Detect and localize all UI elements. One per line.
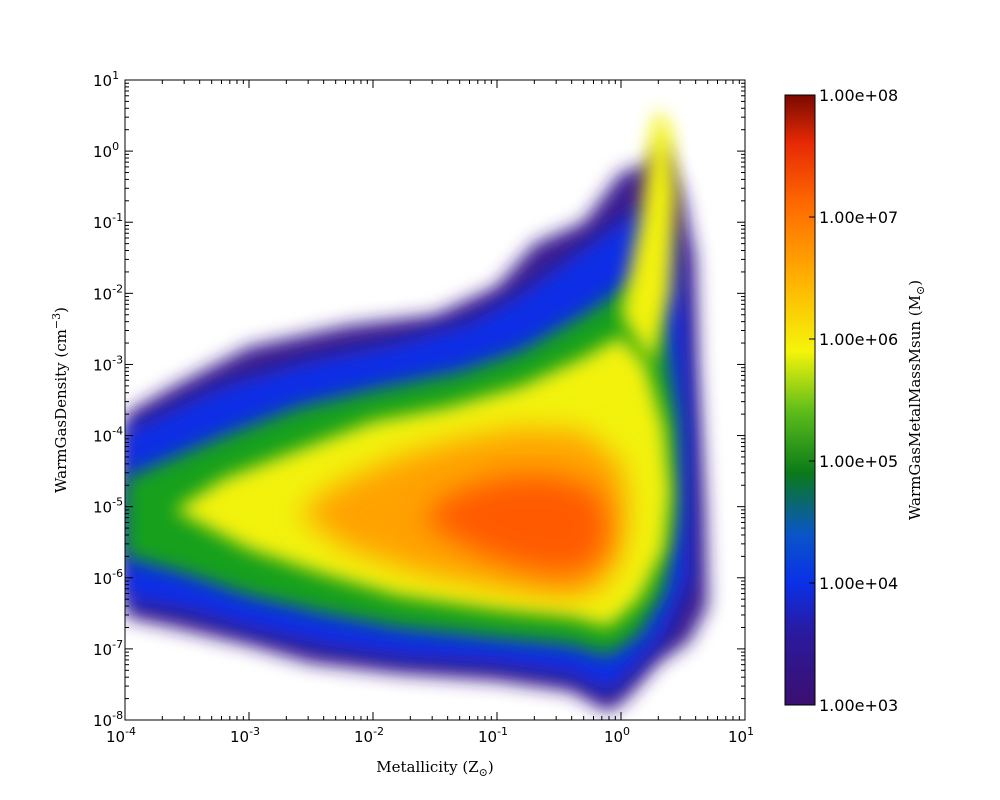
x-axis-label: Metallicity (Z⊙): [376, 758, 493, 779]
y-tick-label: 10-2: [93, 282, 123, 303]
x-tick-label: 10-2: [354, 725, 384, 746]
x-tick-label: 101: [728, 725, 754, 746]
plot-area: 10-4 10-3 10-2 10-1 100 101 10-810-710-610-51…: [93, 69, 754, 746]
y-tick-label: 10-6: [93, 567, 123, 588]
plot-frame: [124, 79, 746, 721]
x-tick-label: 10-4: [106, 725, 136, 746]
colorbar-tick-label: 1.00e+06: [819, 330, 898, 349]
y-tick-label: 10-7: [93, 638, 123, 659]
y-tick-label: 101: [93, 69, 119, 90]
colorbar-tick-label: 1.00e+08: [819, 86, 898, 105]
colorbar-ticks: 1.00e+03 1.00e+04 1.00e+05 1.00e+06 1.00e+07…: [809, 86, 898, 715]
colorbar-tick-label: 1.00e+03: [819, 696, 898, 715]
x-tick-label: 10-1: [478, 725, 508, 746]
y-tick-label: 100: [93, 140, 119, 161]
density-red-core: [422, 474, 609, 575]
colorbar-tick-label: 1.00e+04: [819, 574, 898, 593]
x-tick-label: 10-3: [230, 725, 260, 746]
y-axis-label: WarmGasDensity (cm−3): [50, 307, 70, 493]
y-tick-label: 10-8: [93, 709, 123, 730]
y-tick-label: 10-5: [93, 496, 123, 517]
colorbar-gradient: [784, 94, 816, 706]
colorbar-tick-label: 1.00e+07: [819, 208, 898, 227]
x-tick-label: 100: [604, 725, 630, 746]
y-axis: 10-8 10-7 10-6 10-5 10-4 10-3 10-2 10-1 100 101: [93, 69, 745, 730]
y-tick-label: 10-1: [93, 211, 123, 232]
colorbar: 1.00e+03 1.00e+04 1.00e+05 1.00e+06 1.00e+07…: [784, 86, 927, 715]
y-tick-label: 10-4: [93, 425, 123, 446]
x-axis: 10-4 10-3 10-2 10-1 100 101: [106, 80, 754, 746]
colorbar-tick-label: 1.00e+05: [819, 452, 898, 471]
density-map: [125, 108, 708, 713]
y-tick-label: 10-3: [93, 353, 123, 374]
density-yellow-spike: [621, 108, 677, 365]
colorbar-label: WarmGasMetalMassMsun (M⊙): [906, 280, 927, 520]
